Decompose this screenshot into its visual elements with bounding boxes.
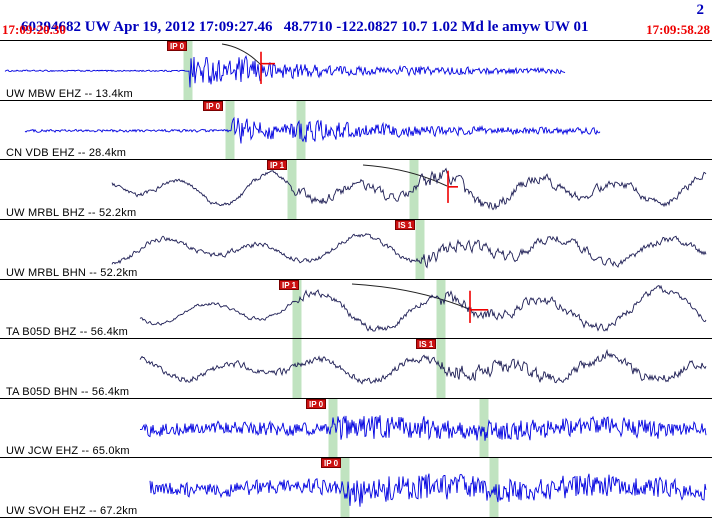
waveform-plot-3[interactable]: [0, 160, 712, 220]
station-label: TA B05D BHN -- 56.4km: [6, 385, 130, 398]
phase-pick-flag[interactable]: IS 1: [416, 339, 437, 350]
seismogram-trace[interactable]: [139, 284, 707, 332]
page-number: 2: [696, 2, 705, 18]
pick-highlight-band: [225, 100, 235, 160]
waveform-plot-7[interactable]: [0, 398, 712, 459]
seismogram-trace[interactable]: [111, 232, 707, 269]
seismogram-trace[interactable]: [111, 167, 707, 211]
waveform-plot-2[interactable]: [0, 100, 712, 161]
trace-panels: IP 0 UW MBW EHZ -- 13.4km IP 0 CN VDB EHZ -…: [0, 40, 712, 518]
trace-panel-3[interactable]: IP 1 UW MRBL BHZ -- 52.2km: [0, 160, 712, 220]
coda-decay-curve: [362, 164, 448, 187]
seismogram-trace[interactable]: [139, 349, 707, 385]
seismogram-trace[interactable]: [24, 116, 601, 144]
trace-panel-2[interactable]: IP 0 CN VDB EHZ -- 28.4km: [0, 100, 712, 161]
station-label: UW JCW EHZ -- 65.0km: [6, 445, 130, 458]
pick-highlight-band: [436, 279, 446, 339]
waveform-plot-8[interactable]: [0, 458, 712, 518]
phase-pick-flag[interactable]: IP 0: [167, 41, 188, 51]
station-label: TA B05D BHZ -- 56.4km: [6, 326, 128, 339]
seismogram-trace[interactable]: [139, 414, 707, 441]
waveform-plot-1[interactable]: [0, 41, 712, 101]
pick-highlight-band: [183, 41, 193, 100]
pick-highlight-band: [296, 100, 306, 160]
time-axis: 17:09:20.30 17:09:58.28: [0, 22, 712, 40]
window-end-time: 17:09:58.28: [646, 22, 710, 37]
station-label: CN VDB EHZ -- 28.4km: [6, 147, 127, 160]
phase-pick-flag[interactable]: IP 0: [306, 398, 327, 409]
station-label: UW MRBL BHN -- 52.2km: [6, 266, 138, 279]
pick-highlight-band: [292, 339, 302, 398]
phase-pick-flag[interactable]: IS 1: [395, 219, 416, 230]
phase-pick-flag[interactable]: IP 0: [321, 458, 342, 469]
pick-highlight-band: [328, 398, 338, 458]
trace-panel-7[interactable]: IP 0 UW JCW EHZ -- 65.0km: [0, 398, 712, 459]
trace-panel-8[interactable]: IP 0 UW SVOH EHZ -- 67.2km: [0, 458, 712, 518]
waveform-plot-4[interactable]: [0, 219, 712, 280]
station-label: UW MBW EHZ -- 13.4km: [6, 87, 133, 100]
phase-pick-flag[interactable]: IP 1: [279, 279, 300, 290]
pick-highlight-band: [415, 219, 425, 279]
pick-highlight-band: [409, 160, 419, 219]
waveform-plot-6[interactable]: [0, 339, 712, 399]
waveform-plot-5[interactable]: [0, 279, 712, 340]
pick-highlight-band: [340, 458, 350, 518]
window-start-time: 17:09:20.30: [2, 22, 66, 37]
event-header: 60394682 UW Apr 19, 2012 17:09:27.46 48.…: [0, 0, 712, 35]
seismogram-trace[interactable]: [4, 55, 566, 88]
trace-panel-4[interactable]: IS 1 UW MRBL BHN -- 52.2km: [0, 219, 712, 280]
seismogram-trace[interactable]: [149, 473, 707, 508]
phase-pick-flag[interactable]: IP 1: [267, 160, 288, 171]
trace-panel-1[interactable]: IP 0 UW MBW EHZ -- 13.4km: [0, 41, 712, 101]
coda-decay-curve: [351, 283, 470, 309]
event-summary: 60394682 UW Apr 19, 2012 17:09:27.46 48.…: [21, 19, 589, 35]
phase-pick-flag[interactable]: IP 0: [203, 100, 224, 111]
coda-decay-curve: [221, 43, 262, 66]
pick-highlight-band: [292, 279, 302, 339]
trace-panel-6[interactable]: IS 1 TA B05D BHN -- 56.4km: [0, 339, 712, 399]
station-label: UW SVOH EHZ -- 67.2km: [6, 505, 138, 517]
trace-panel-5[interactable]: IP 1 TA B05D BHZ -- 56.4km: [0, 279, 712, 340]
station-label: UW MRBL BHZ -- 52.2km: [6, 206, 137, 219]
